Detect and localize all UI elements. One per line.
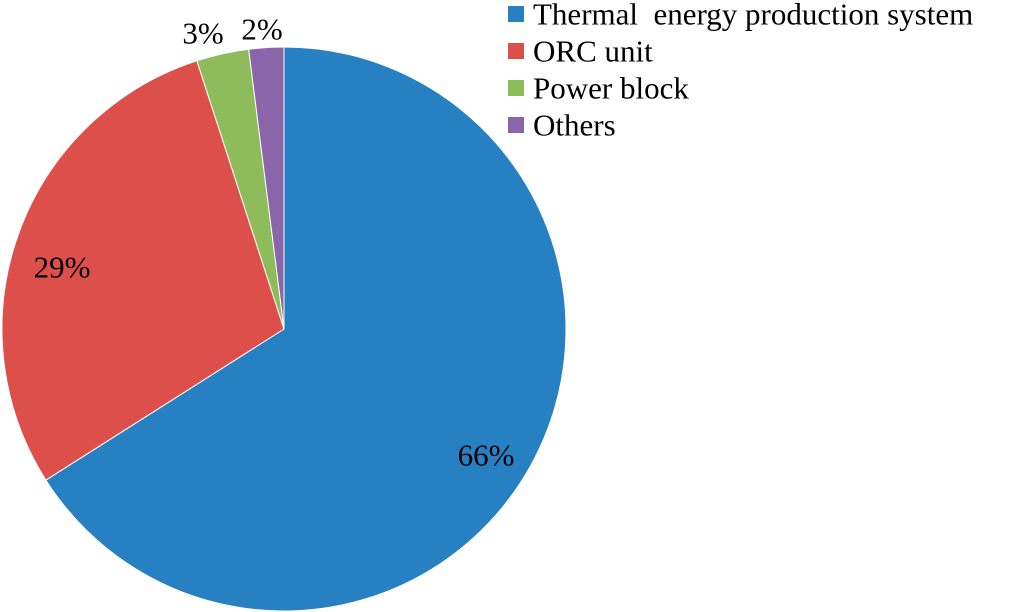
pie-slice-2	[1, 60, 285, 481]
pie-slice-label-1: 66%	[458, 438, 515, 473]
pie-slice-4	[248, 46, 285, 330]
pie-slice-1	[45, 46, 567, 612]
legend-swatch-1	[508, 6, 524, 22]
legend-swatch-3	[508, 80, 524, 96]
legend-swatch-2	[508, 43, 524, 59]
legend-label-1: Thermal energy production system	[533, 0, 973, 32]
legend-label-3: Power block	[533, 71, 689, 106]
legend-swatch-4	[508, 117, 524, 133]
pie-slice-label-2: 29%	[34, 250, 91, 285]
legend-label-4: Others	[533, 108, 616, 143]
pie-slice-label-3: 3%	[182, 16, 223, 51]
legend-label-2: ORC unit	[533, 34, 653, 69]
pie-slices	[1, 46, 567, 612]
pie-slice-labels: 66% 29% 3% 2%	[34, 12, 515, 473]
pie-slice-label-4: 2%	[241, 12, 282, 47]
